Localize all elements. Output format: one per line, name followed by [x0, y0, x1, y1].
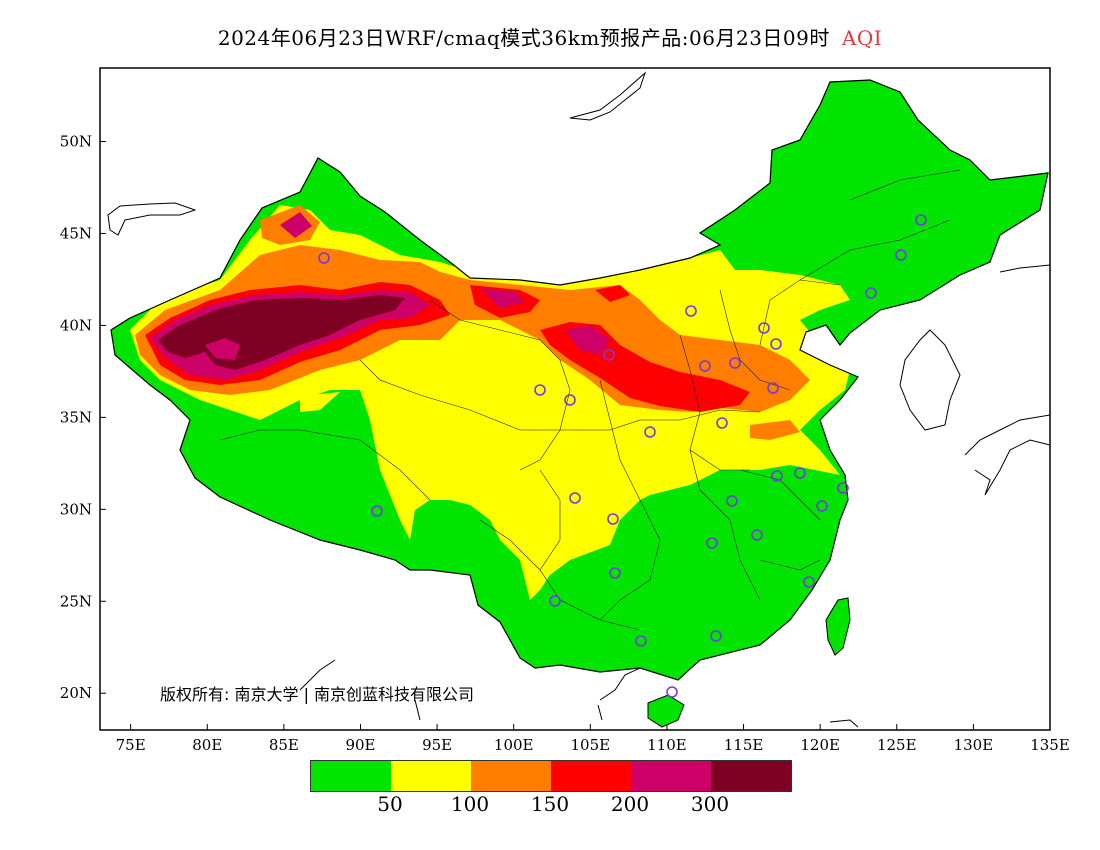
circle-marker-icon [609, 567, 621, 579]
lat-tick-label: 25N [60, 592, 92, 610]
circle-marker-icon [729, 357, 741, 369]
circle-marker-icon [685, 305, 697, 317]
station-markers [318, 214, 927, 698]
circle-marker-icon [865, 287, 877, 299]
circle-marker-icon [710, 630, 722, 642]
circle-marker-icon [603, 349, 615, 361]
lon-tick-label: 135E [1030, 736, 1070, 754]
lon-tick-label: 105E [571, 736, 611, 754]
legend-swatch [391, 761, 471, 791]
color-legend [310, 760, 792, 792]
circle-marker-icon [771, 470, 783, 482]
copyright-text: 版权所有: 南京大学 | 南京创蓝科技有限公司 [160, 685, 475, 704]
circle-marker-icon [549, 595, 561, 607]
lat-tick-label: 50N [60, 133, 92, 151]
legend-labels: 50 100 150 200 300 [310, 792, 790, 818]
circle-marker-icon [803, 576, 815, 588]
title-main: 2024年06月23日WRF/cmaq模式36km预报产品:06月23日09时 [217, 26, 830, 50]
legend-swatch [631, 761, 711, 791]
circle-marker-icon [564, 394, 576, 406]
circle-marker-icon [915, 214, 927, 226]
circle-marker-icon [716, 417, 728, 429]
islands [647, 597, 851, 728]
legend-swatch [711, 761, 791, 791]
circle-marker-icon [534, 384, 546, 396]
circle-marker-icon [726, 495, 738, 507]
lon-tick-label: 75E [116, 736, 146, 754]
circle-marker-icon [767, 382, 779, 394]
lon-tick-label: 80E [192, 736, 222, 754]
circle-marker-icon [644, 426, 656, 438]
legend-swatch [311, 761, 391, 791]
circle-marker-icon [837, 482, 849, 494]
lon-tick-label: 110E [647, 736, 687, 754]
circle-marker-icon [751, 529, 763, 541]
circle-marker-icon [666, 686, 678, 698]
neighbor-coastlines [107, 71, 1051, 728]
circle-marker-icon [318, 252, 330, 264]
legend-label: 200 [610, 792, 650, 816]
lat-tick-label: 20N [60, 684, 92, 702]
lat-tick-label: 30N [60, 500, 92, 518]
taiwan-island [825, 597, 851, 656]
circle-marker-icon [569, 492, 581, 504]
title-variable: AQI [841, 26, 883, 50]
legend-label: 150 [530, 792, 570, 816]
lon-tick-label: 120E [800, 736, 840, 754]
lon-tick-label: 90E [345, 736, 375, 754]
circle-marker-icon [895, 249, 907, 261]
circle-marker-icon [635, 635, 647, 647]
lon-tick-label: 100E [494, 736, 534, 754]
lat-tick-label: 35N [60, 408, 92, 426]
lon-tick-label: 95E [422, 736, 452, 754]
legend-label: 300 [690, 792, 730, 816]
legend-label: 50 [377, 792, 403, 816]
lon-tick-label: 130E [954, 736, 994, 754]
legend-swatch [471, 761, 551, 791]
lon-tick-label: 125E [877, 736, 917, 754]
legend-label: 100 [450, 792, 490, 816]
circle-marker-icon [770, 338, 782, 350]
lat-tick-label: 40N [60, 316, 92, 334]
latitude-axis: 20N 25N 30N 35N 40N 45N 50N [60, 133, 106, 702]
map-title: 2024年06月23日WRF/cmaq模式36km预报产品:06月23日09时 A… [0, 22, 1100, 51]
circle-marker-icon [706, 537, 718, 549]
circle-marker-icon [371, 505, 383, 517]
lon-tick-label: 85E [269, 736, 299, 754]
circle-marker-icon [758, 322, 770, 334]
province-borders [219, 169, 961, 631]
lat-tick-label: 45N [60, 225, 92, 243]
legend-swatch [551, 761, 631, 791]
circle-marker-icon [607, 513, 619, 525]
longitude-axis: 75E 80E 85E 90E 95E 100E 105E 110E 115E 120E 125E 1… [116, 724, 1070, 754]
lon-tick-label: 115E [724, 736, 764, 754]
china-border [110, 79, 1049, 681]
circle-marker-icon [794, 467, 806, 479]
circle-marker-icon [816, 500, 828, 512]
circle-marker-icon [699, 360, 711, 372]
